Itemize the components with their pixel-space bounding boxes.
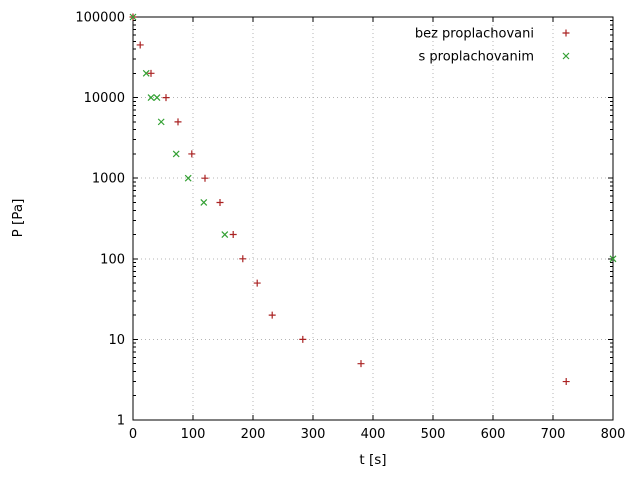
data-point-s-proplachovanim bbox=[129, 13, 137, 21]
x-tick-label: 800 bbox=[601, 427, 626, 442]
data-point-s-proplachovanim bbox=[153, 94, 161, 102]
data-point-bez-proplachovani bbox=[299, 335, 307, 343]
data-point-s-proplachovanim bbox=[200, 199, 208, 206]
y-tick-label: 10 bbox=[108, 333, 125, 348]
data-point-bez-proplachovani bbox=[147, 69, 155, 77]
x-tick-label: 500 bbox=[421, 427, 446, 442]
x-tick-label: 300 bbox=[301, 427, 326, 442]
legend: bez proplachovani s proplachovanim bbox=[415, 27, 570, 65]
legend-markers bbox=[562, 29, 570, 60]
data-point-s-proplachovanim bbox=[184, 174, 192, 182]
x-tick-label: 0 bbox=[129, 427, 137, 442]
data-point-bez-proplachovani bbox=[357, 360, 365, 368]
y-tick-label: 10000 bbox=[84, 91, 125, 106]
legend-label-bez-proplachovani: bez proplachovani bbox=[415, 27, 534, 42]
legend-marker-cross bbox=[562, 52, 570, 60]
data-point-s-proplachovanim bbox=[609, 255, 617, 263]
y-tick-label: 1000 bbox=[92, 172, 125, 187]
data-point-bez-proplachovani bbox=[174, 118, 182, 126]
data-point-s-proplachovanim bbox=[172, 150, 180, 158]
tick-layer: 0 100 200 300 400 500 600 700 800 1 10 100 1000 10000… bbox=[75, 11, 625, 443]
legend-label-s-proplachovanim: s proplachovanim bbox=[418, 50, 534, 65]
data-point-bez-proplachovani bbox=[562, 378, 570, 386]
data-point-bez-proplachovani bbox=[239, 255, 247, 263]
data-point-bez-proplachovani bbox=[162, 94, 170, 102]
y-tick-label: 1 bbox=[117, 414, 125, 429]
data-point-bez-proplachovani bbox=[216, 198, 224, 206]
x-axis-label: t [s] bbox=[359, 452, 386, 468]
data-points-layer bbox=[129, 13, 617, 386]
y-axis-label: P [Pa] bbox=[10, 199, 26, 238]
data-point-s-proplachovanim bbox=[147, 94, 155, 102]
y-tick-label: 100 bbox=[100, 252, 125, 267]
x-tick-label: 700 bbox=[541, 427, 566, 442]
data-point-bez-proplachovani bbox=[188, 150, 196, 158]
data-point-bez-proplachovani bbox=[229, 231, 237, 239]
plot-border-rect bbox=[132, 16, 614, 421]
legend-marker-plus bbox=[562, 29, 570, 37]
x-tick-label: 100 bbox=[181, 427, 206, 442]
plot-border bbox=[132, 16, 614, 421]
data-point-bez-proplachovani bbox=[253, 279, 261, 287]
data-point-bez-proplachovani bbox=[268, 311, 276, 319]
data-point-bez-proplachovani bbox=[136, 41, 144, 49]
x-tick-label: 600 bbox=[481, 427, 506, 442]
data-point-s-proplachovanim bbox=[157, 118, 165, 126]
data-point-s-proplachovanim bbox=[142, 69, 150, 77]
data-point-bez-proplachovani bbox=[201, 174, 209, 182]
x-tick-label: 200 bbox=[241, 427, 266, 442]
data-point-s-proplachovanim bbox=[221, 231, 229, 238]
y-tick-label: 100000 bbox=[75, 11, 125, 26]
x-tick-label: 400 bbox=[361, 427, 386, 442]
grid-layer bbox=[132, 16, 614, 421]
